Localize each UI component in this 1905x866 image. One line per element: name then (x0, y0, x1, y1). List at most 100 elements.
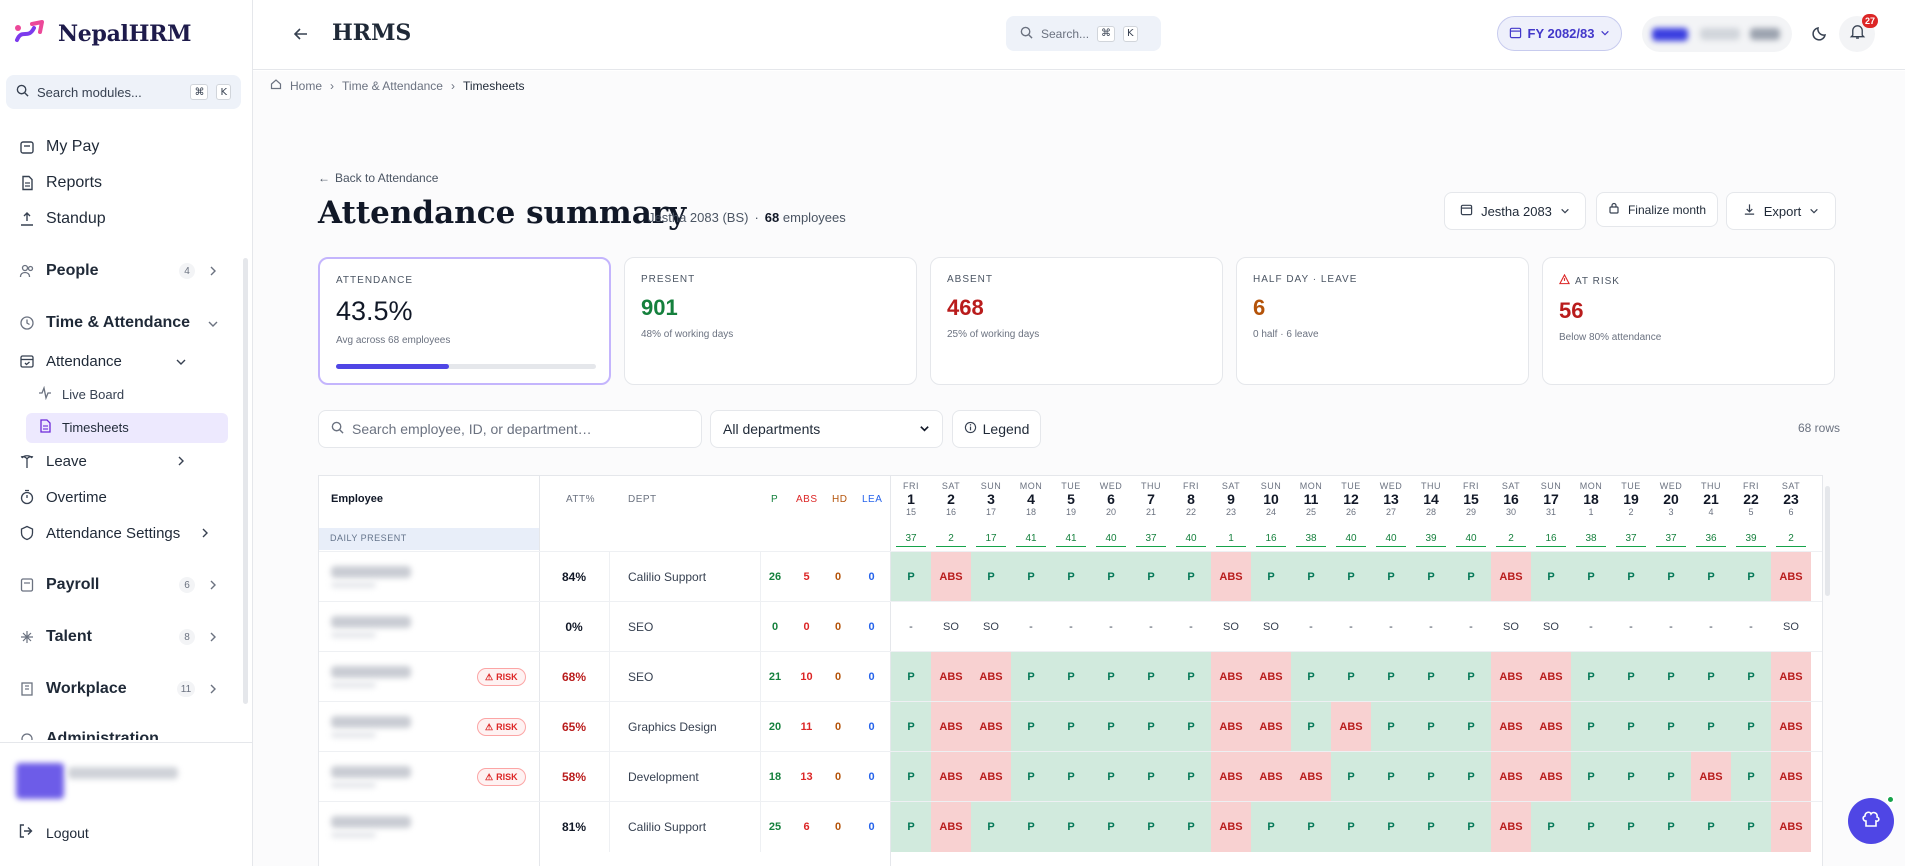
day-status-cell[interactable]: - (1011, 602, 1051, 652)
day-status-cell[interactable]: P (1171, 752, 1211, 802)
day-column-header[interactable]: WED 6 20 (1091, 481, 1131, 517)
day-status-cell[interactable]: ABS (1771, 752, 1811, 802)
day-status-cell[interactable]: P (1371, 702, 1411, 752)
logout-button[interactable]: Logout (18, 823, 89, 842)
sidebar-item-time-attendance[interactable]: Time & Attendance (18, 314, 190, 332)
table-row[interactable]: 81% Calilio Support 25 6 0 0 P ABS P P P P P P ABS P P P P… (319, 801, 1822, 852)
day-status-cell[interactable]: P (1251, 802, 1291, 852)
chevron-right-icon[interactable] (207, 265, 219, 277)
day-status-cell[interactable]: P (1451, 652, 1491, 702)
day-status-cell[interactable]: P (1371, 552, 1411, 602)
day-status-cell[interactable]: P (1411, 752, 1451, 802)
day-status-cell[interactable]: P (1371, 802, 1411, 852)
day-column-header[interactable]: TUE 5 19 (1051, 481, 1091, 517)
day-status-cell[interactable]: ABS (1771, 802, 1811, 852)
day-status-cell[interactable]: ABS (1291, 752, 1331, 802)
day-status-cell[interactable]: P (1131, 752, 1171, 802)
breadcrumb-time-attendance[interactable]: Time & Attendance (342, 78, 443, 93)
sidebar-item-overtime[interactable]: Overtime (18, 488, 107, 506)
sidebar-item-talent[interactable]: Talent (18, 628, 92, 646)
day-column-header[interactable]: FRI 22 5 (1731, 481, 1771, 517)
day-status-cell[interactable]: ABS (1691, 752, 1731, 802)
day-status-cell[interactable]: P (1411, 552, 1451, 602)
day-status-cell[interactable]: P (1171, 702, 1211, 752)
day-column-header[interactable]: SAT 9 23 (1211, 481, 1251, 517)
day-column-header[interactable]: TUE 19 2 (1611, 481, 1651, 517)
day-column-header[interactable]: TUE 12 26 (1331, 481, 1371, 517)
chevron-right-icon[interactable] (207, 631, 219, 643)
col-header-p[interactable]: P (771, 494, 779, 505)
day-status-cell[interactable]: P (1131, 702, 1171, 752)
day-status-cell[interactable]: P (1331, 752, 1371, 802)
day-status-cell[interactable]: P (1291, 702, 1331, 752)
day-status-cell[interactable]: P (1651, 802, 1691, 852)
day-status-cell[interactable]: - (1131, 602, 1171, 652)
day-status-cell[interactable]: ABS (1531, 752, 1571, 802)
day-status-cell[interactable]: ABS (931, 702, 971, 752)
day-status-cell[interactable]: SO (931, 602, 971, 652)
day-status-cell[interactable]: P (1611, 552, 1651, 602)
day-status-cell[interactable]: ABS (1771, 652, 1811, 702)
chevron-right-icon[interactable] (175, 455, 187, 467)
day-status-cell[interactable]: - (891, 602, 931, 652)
employee-search-input[interactable]: Search employee, ID, or department… (318, 410, 702, 448)
day-status-cell[interactable]: ABS (1491, 752, 1531, 802)
day-status-cell[interactable]: SO (1491, 602, 1531, 652)
day-status-cell[interactable]: P (1011, 552, 1051, 602)
day-status-cell[interactable]: P (1331, 652, 1371, 702)
day-status-cell[interactable]: P (1691, 702, 1731, 752)
avatar[interactable] (16, 763, 64, 799)
day-status-cell[interactable]: P (1731, 552, 1771, 602)
day-status-cell[interactable]: - (1051, 602, 1091, 652)
assistant-fab-button[interactable] (1848, 798, 1894, 844)
day-status-cell[interactable]: ABS (1771, 702, 1811, 752)
breadcrumb-home[interactable]: Home (290, 78, 323, 93)
day-status-cell[interactable]: - (1651, 602, 1691, 652)
sidebar-item-standup[interactable]: Standup (18, 210, 106, 228)
day-status-cell[interactable]: P (1011, 702, 1051, 752)
day-column-header[interactable]: MON 11 25 (1291, 481, 1331, 517)
day-column-header[interactable]: SAT 16 30 (1491, 481, 1531, 517)
day-column-header[interactable]: WED 20 3 (1651, 481, 1691, 517)
day-status-cell[interactable]: P (1731, 752, 1771, 802)
sidebar-item-attendance[interactable]: Attendance (18, 352, 122, 370)
sidebar-item-administration-clipped[interactable]: Administration (0, 726, 240, 740)
chevron-down-icon[interactable] (207, 318, 219, 330)
day-column-header[interactable]: FRI 15 29 (1451, 481, 1491, 517)
theme-toggle-moon-icon[interactable] (1811, 24, 1829, 47)
day-status-cell[interactable]: P (1611, 802, 1651, 852)
day-status-cell[interactable]: ABS (1771, 552, 1811, 602)
day-status-cell[interactable]: - (1371, 602, 1411, 652)
day-status-cell[interactable]: P (1691, 652, 1731, 702)
day-status-cell[interactable]: P (1051, 802, 1091, 852)
day-status-cell[interactable]: - (1091, 602, 1131, 652)
table-scrollbar[interactable] (1825, 486, 1830, 596)
day-status-cell[interactable]: ABS (1211, 802, 1251, 852)
global-search-input[interactable]: Search... ⌘ K (1006, 16, 1161, 51)
day-status-cell[interactable]: P (1091, 702, 1131, 752)
brand[interactable]: NepalHRM (14, 18, 191, 50)
day-status-cell[interactable]: ABS (1491, 652, 1531, 702)
day-status-cell[interactable]: P (1091, 802, 1131, 852)
day-status-cell[interactable]: ABS (1211, 552, 1251, 602)
day-status-cell[interactable]: P (891, 652, 931, 702)
day-status-cell[interactable]: P (1411, 702, 1451, 752)
day-column-header[interactable]: SUN 3 17 (971, 481, 1011, 517)
day-status-cell[interactable]: P (1331, 802, 1371, 852)
day-status-cell[interactable]: ABS (1251, 702, 1291, 752)
day-status-cell[interactable]: P (1371, 752, 1411, 802)
department-select[interactable]: All departments (710, 410, 943, 448)
col-header-employee[interactable]: Employee (331, 493, 383, 505)
day-status-cell[interactable]: ABS (1211, 652, 1251, 702)
day-column-header[interactable]: FRI 1 15 (891, 481, 931, 517)
day-status-cell[interactable]: P (1051, 752, 1091, 802)
day-status-cell[interactable]: ABS (931, 652, 971, 702)
day-status-cell[interactable]: P (1091, 652, 1131, 702)
day-column-header[interactable]: MON 18 1 (1571, 481, 1611, 517)
day-status-cell[interactable]: P (1171, 652, 1211, 702)
back-arrow-icon[interactable] (293, 26, 309, 47)
day-column-header[interactable]: THU 14 28 (1411, 481, 1451, 517)
day-status-cell[interactable]: P (1171, 552, 1211, 602)
day-status-cell[interactable]: P (891, 552, 931, 602)
day-status-cell[interactable]: P (1051, 552, 1091, 602)
